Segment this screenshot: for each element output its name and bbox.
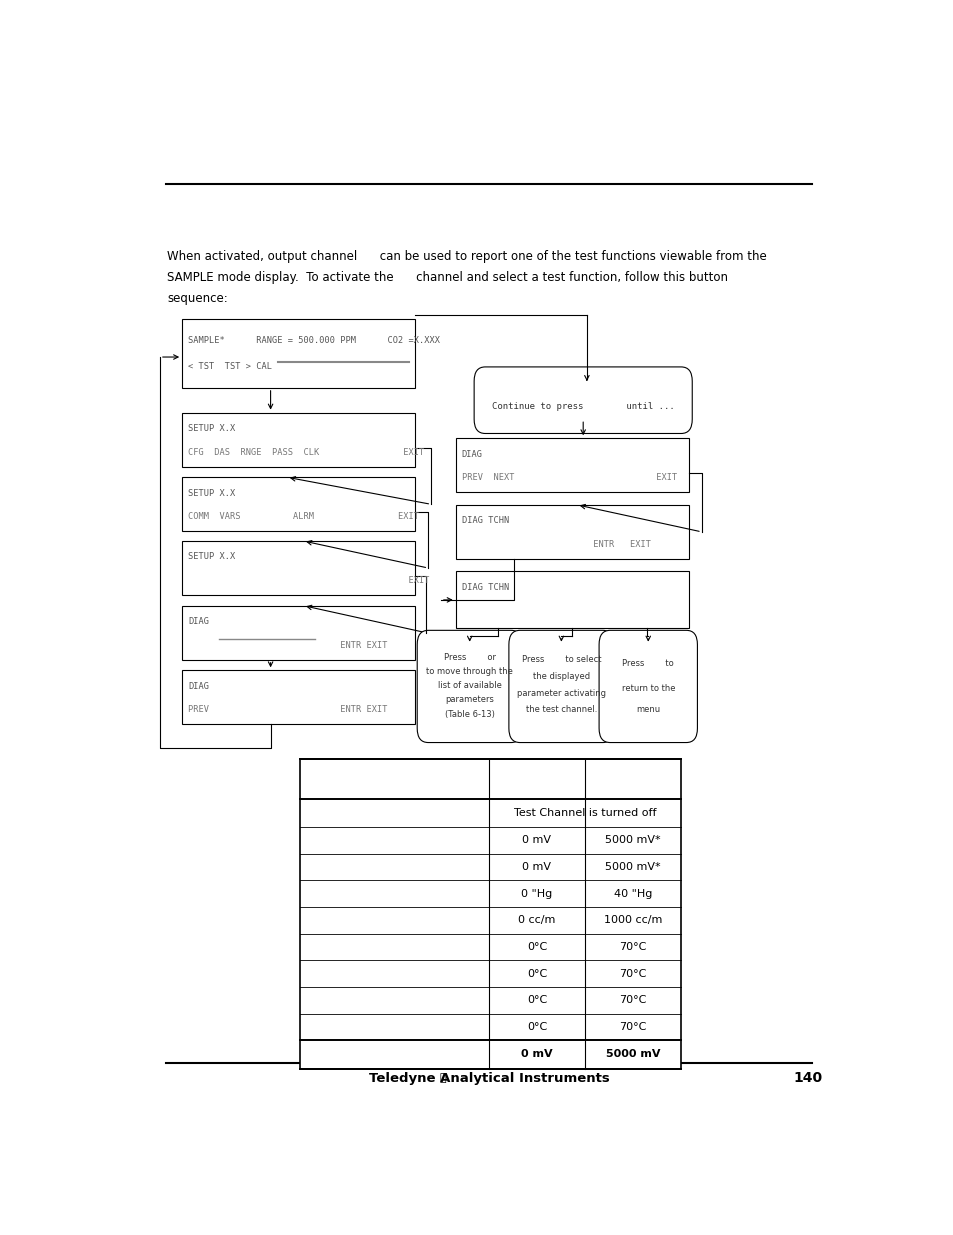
Text: < TST  TST > CAL: < TST TST > CAL	[188, 362, 272, 372]
Text: 0°C: 0°C	[526, 942, 546, 952]
Bar	[456, 438, 688, 493]
Text: parameter activating: parameter activating	[517, 689, 605, 698]
Bar	[182, 412, 415, 467]
Text: 0 "Hg: 0 "Hg	[520, 889, 552, 899]
Text: 🌲: 🌲	[439, 1073, 446, 1083]
Text: sequence:: sequence:	[167, 291, 228, 305]
Text: DIAG: DIAG	[188, 682, 209, 690]
Bar	[456, 572, 688, 629]
Text: 5000 mV: 5000 mV	[605, 1050, 659, 1060]
FancyBboxPatch shape	[474, 367, 692, 433]
Text: EXIT: EXIT	[188, 576, 429, 585]
FancyBboxPatch shape	[508, 630, 613, 742]
Text: 1000 cc/m: 1000 cc/m	[603, 915, 661, 925]
Text: 70°C: 70°C	[618, 1021, 646, 1032]
Text: SETUP X.X: SETUP X.X	[188, 552, 235, 562]
Text: the test channel.: the test channel.	[525, 705, 597, 714]
Text: (Table 6-13): (Table 6-13)	[444, 710, 494, 719]
Text: 0°C: 0°C	[526, 995, 546, 1005]
Text: 40 "Hg: 40 "Hg	[614, 889, 652, 899]
Text: SAMPLE mode display.  To activate the      channel and select a test function, f: SAMPLE mode display. To activate the cha…	[167, 270, 727, 284]
Text: Press        or: Press or	[443, 652, 496, 662]
Text: 0 mV: 0 mV	[520, 1050, 552, 1060]
Text: 5000 mV*: 5000 mV*	[604, 862, 660, 872]
Text: 0 mV: 0 mV	[522, 836, 551, 846]
Text: DIAG: DIAG	[188, 618, 209, 626]
Text: 0 mV: 0 mV	[522, 862, 551, 872]
Bar	[182, 477, 415, 531]
Bar	[182, 605, 415, 659]
Text: the displayed: the displayed	[533, 672, 589, 680]
Bar	[182, 541, 415, 595]
Text: COMM  VARS          ALRM                EXIT: COMM VARS ALRM EXIT	[188, 513, 418, 521]
Text: parameters: parameters	[445, 695, 494, 704]
Text: PREV                         ENTR EXIT: PREV ENTR EXIT	[188, 705, 387, 715]
Text: When activated, output channel      can be used to report one of the test functi: When activated, output channel can be us…	[167, 249, 766, 263]
Bar	[182, 320, 415, 388]
Text: PREV  NEXT                           EXIT: PREV NEXT EXIT	[461, 473, 676, 483]
Text: CFG  DAS  RNGE  PASS  CLK                EXIT: CFG DAS RNGE PASS CLK EXIT	[188, 448, 424, 457]
Bar	[300, 758, 680, 1068]
Text: Press        to select: Press to select	[521, 655, 600, 664]
Text: DIAG: DIAG	[461, 450, 482, 458]
Text: 140: 140	[793, 1071, 822, 1086]
Text: 0°C: 0°C	[526, 1021, 546, 1032]
Text: DIAG TCHN: DIAG TCHN	[461, 516, 508, 525]
Text: 70°C: 70°C	[618, 942, 646, 952]
Text: ENTR EXIT: ENTR EXIT	[188, 641, 387, 650]
Text: Test Channel is turned off: Test Channel is turned off	[514, 808, 656, 818]
Text: Teledyne Analytical Instruments: Teledyne Analytical Instruments	[368, 1072, 609, 1084]
Text: 70°C: 70°C	[618, 968, 646, 978]
Text: menu: menu	[636, 705, 659, 714]
Text: to move through the: to move through the	[426, 667, 513, 676]
Text: Continue to press        until ...: Continue to press until ...	[492, 403, 674, 411]
Text: DIAG TCHN: DIAG TCHN	[461, 583, 508, 592]
Text: Press        to: Press to	[621, 658, 674, 667]
Text: list of available: list of available	[437, 680, 501, 690]
Text: 70°C: 70°C	[618, 995, 646, 1005]
Text: SETUP X.X: SETUP X.X	[188, 489, 235, 498]
Bar	[456, 505, 688, 559]
Text: return to the: return to the	[620, 684, 675, 693]
Text: 0°C: 0°C	[526, 968, 546, 978]
Text: ENTR   EXIT: ENTR EXIT	[461, 540, 650, 550]
Bar	[182, 671, 415, 725]
Text: 0 cc/m: 0 cc/m	[517, 915, 555, 925]
FancyBboxPatch shape	[598, 630, 697, 742]
FancyBboxPatch shape	[416, 630, 521, 742]
Text: SETUP X.X: SETUP X.X	[188, 424, 235, 433]
Text: SAMPLE*      RANGE = 500.000 PPM      CO2 =X.XXX: SAMPLE* RANGE = 500.000 PPM CO2 =X.XXX	[188, 336, 439, 346]
Text: 5000 mV*: 5000 mV*	[604, 836, 660, 846]
